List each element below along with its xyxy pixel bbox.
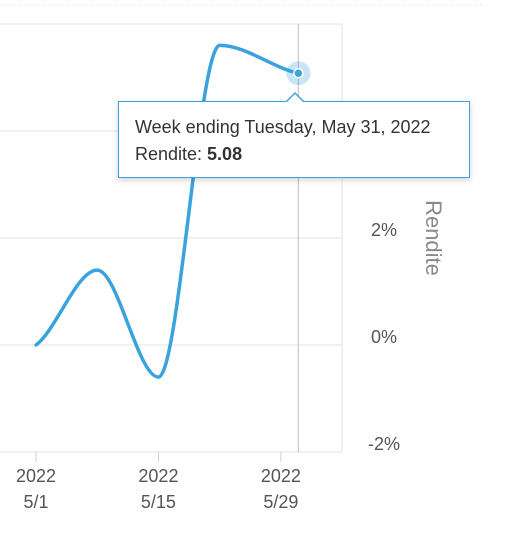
grid-lines xyxy=(0,4,482,462)
tooltip-value-row: Rendite: 5.08 xyxy=(135,142,469,166)
x-tick-year: 2022 xyxy=(138,466,178,486)
tooltip-label: Rendite: xyxy=(135,144,208,164)
y-tick-label: 0% xyxy=(371,327,397,347)
highlight-group xyxy=(286,61,311,86)
tooltip-title: Week ending Tuesday, May 31, 2022 xyxy=(135,117,431,137)
tooltip: Week ending Tuesday, May 31, 2022 Rendit… xyxy=(118,92,470,178)
y-tick-label: 2% xyxy=(371,220,397,240)
x-tick-date: 5/15 xyxy=(141,492,176,512)
series-group xyxy=(34,43,301,379)
highlight-point xyxy=(293,67,304,79)
x-tick-date: 5/1 xyxy=(23,492,48,512)
x-tick-year: 2022 xyxy=(16,466,56,486)
y-tick-label: -2% xyxy=(368,434,400,454)
series-line xyxy=(34,43,301,379)
y-tick-labels: -2% 0% 2% xyxy=(368,220,400,454)
x-tick-labels: 2022 5/1 2022 5/15 2022 5/29 xyxy=(16,466,301,512)
tooltip-value: 5.08 xyxy=(207,144,243,164)
x-tick-date: 5/29 xyxy=(263,492,298,512)
y-axis-title: Rendite xyxy=(421,200,446,276)
x-tick-year: 2022 xyxy=(261,466,301,486)
